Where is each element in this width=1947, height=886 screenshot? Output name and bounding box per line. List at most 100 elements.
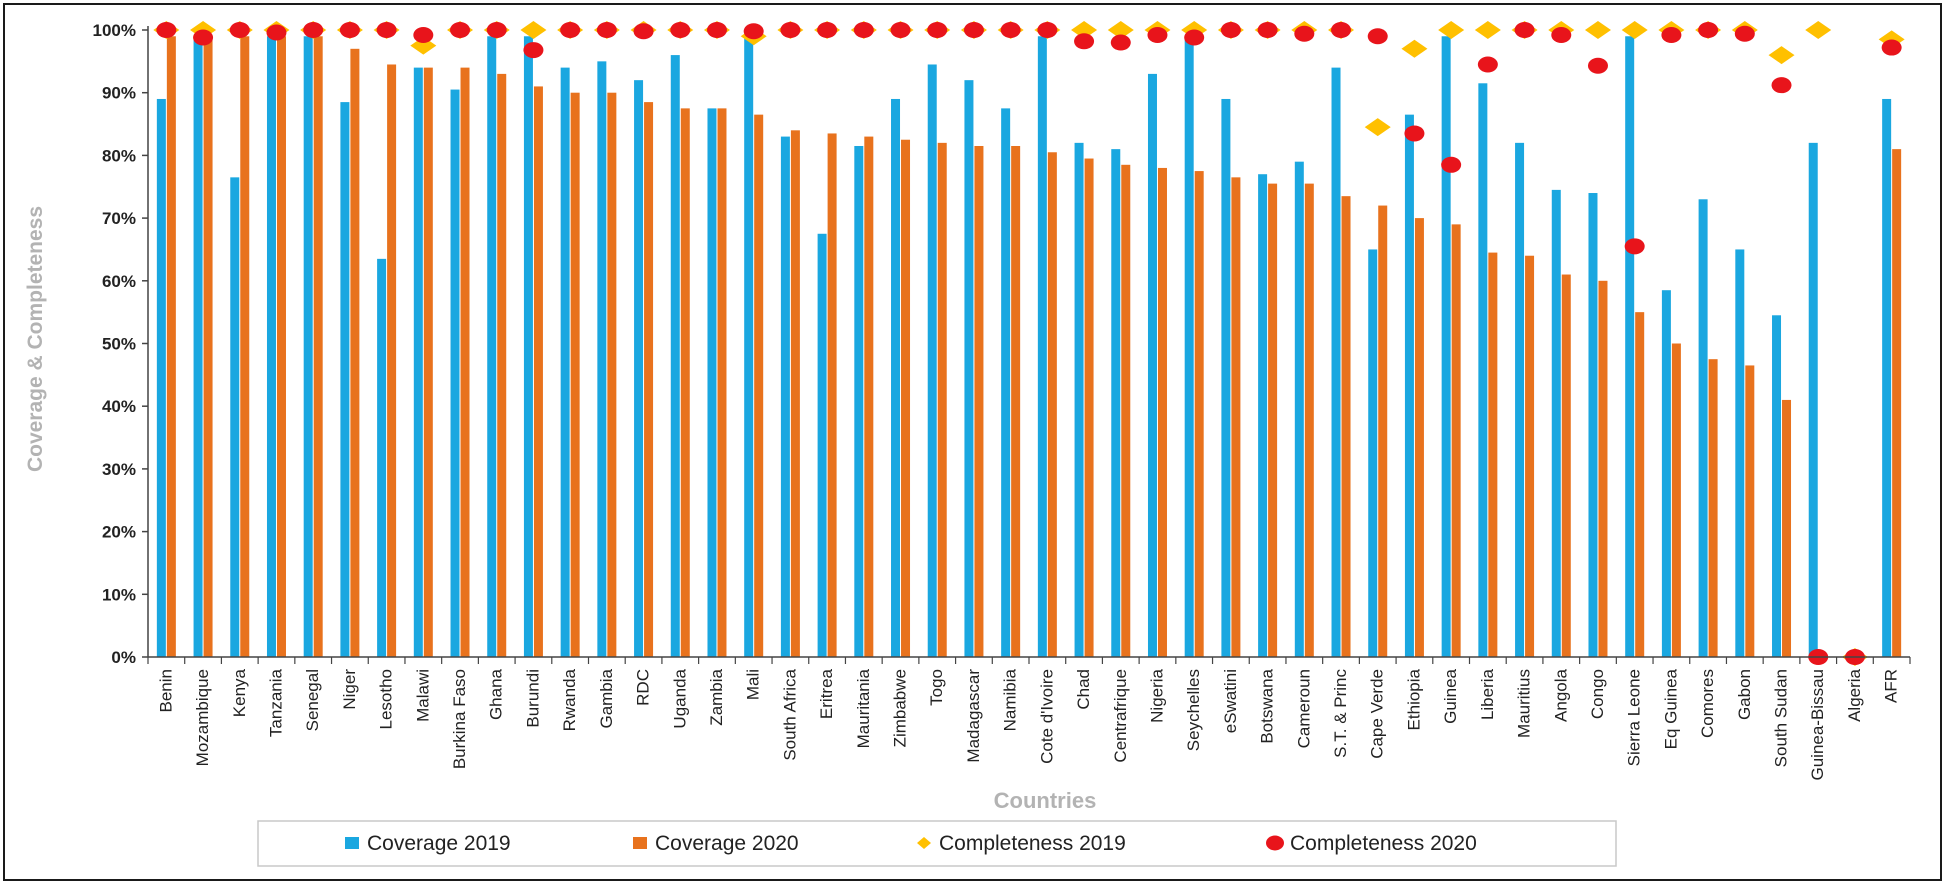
legend: Coverage 2019 Coverage 2020 Completeness 2… xyxy=(257,820,1617,867)
x-tick-label: Uganda xyxy=(670,668,689,728)
x-tick-label: Algeria xyxy=(1845,668,1864,721)
x-tick-label: Burundi xyxy=(523,669,542,728)
bar-coverage-2019 xyxy=(1147,73,1157,657)
marker-completeness-2020 xyxy=(1661,27,1682,44)
marker-completeness-2020 xyxy=(1734,25,1755,42)
marker-completeness-2020 xyxy=(963,22,984,38)
bar-coverage-2019 xyxy=(817,233,827,657)
bar-coverage-2020 xyxy=(497,73,507,657)
marker-completeness-2020 xyxy=(486,22,507,38)
marker-completeness-2020 xyxy=(927,22,948,38)
marker-completeness-2019 xyxy=(1364,118,1391,137)
marker-completeness-2019 xyxy=(1584,21,1611,39)
marker-completeness-2020 xyxy=(780,22,801,38)
bar-coverage-2020 xyxy=(1194,171,1204,657)
bar-coverage-2019 xyxy=(1258,174,1268,657)
marker-completeness-2020 xyxy=(596,22,617,38)
x-tick-label: AFR xyxy=(1882,669,1901,703)
legend-swatch xyxy=(917,837,931,849)
marker-completeness-2020 xyxy=(743,23,764,40)
marker-completeness-2020 xyxy=(1000,22,1021,38)
bar-coverage-2019 xyxy=(1625,36,1635,657)
bar-coverage-2020 xyxy=(644,102,654,658)
x-tick-label: Tanzania xyxy=(266,668,285,737)
legend-box xyxy=(257,820,1617,867)
bar-coverage-2020 xyxy=(1341,196,1351,657)
x-tick-label: Senegal xyxy=(303,669,322,731)
marker-completeness-2020 xyxy=(413,27,434,44)
marker-completeness-2020 xyxy=(1074,33,1095,50)
bar-coverage-2019 xyxy=(1184,36,1194,657)
x-tick-label: Seychelles xyxy=(1184,669,1203,751)
x-tick-label: Zambia xyxy=(707,668,726,725)
chart-frame: 0% 10% 20% 30% 40% 50% 60% 70% 80% 90% 100% Benin M… xyxy=(3,3,1942,881)
bar-coverage-2020 xyxy=(1378,205,1388,657)
bar-coverage-2019 xyxy=(560,67,570,657)
bar-coverage-2019 xyxy=(780,136,790,658)
bar-coverage-2019 xyxy=(487,36,497,657)
bar-coverage-2019 xyxy=(597,61,607,658)
marker-completeness-2020 xyxy=(670,22,691,38)
bar-coverage-2020 xyxy=(1414,218,1424,657)
legend-label: Coverage 2019 xyxy=(367,832,511,855)
bar-coverage-2020 xyxy=(203,36,213,657)
marker-completeness-2020 xyxy=(1698,22,1719,38)
marker-completeness-2020 xyxy=(817,22,838,38)
x-tick-label: Nigeria xyxy=(1147,668,1166,722)
bar-coverage-2020 xyxy=(460,67,470,657)
x-tick-label: Guinea-Bissau xyxy=(1808,669,1827,781)
y-axis: 0% 10% 20% 30% 40% 50% 60% 70% 80% 90% 100% xyxy=(93,21,149,667)
bar-coverage-2019 xyxy=(964,80,974,657)
legend-swatch xyxy=(345,837,359,849)
bar-coverage-2020 xyxy=(1304,183,1314,658)
x-tick-label: Benin xyxy=(156,669,175,712)
bar-coverage-2020 xyxy=(1561,274,1571,657)
bar-coverage-2020 xyxy=(864,136,874,658)
y-tick-label: 100% xyxy=(93,21,136,40)
bar-coverage-2020 xyxy=(1745,365,1755,657)
x-axis-title: Countries xyxy=(994,788,1097,813)
y-tick-label: 30% xyxy=(102,460,136,479)
marker-completeness-2020 xyxy=(890,22,911,38)
bar-coverage-2019 xyxy=(1331,67,1341,657)
legend-label: Coverage 2020 xyxy=(655,832,799,855)
x-tick-label: South Africa xyxy=(780,668,799,760)
bar-coverage-2019 xyxy=(266,36,276,657)
bar-coverage-2020 xyxy=(1084,158,1094,657)
x-tick-label: Eritrea xyxy=(817,668,836,719)
x-tick-label: Eq Guinea xyxy=(1661,668,1680,749)
y-tick-label: 50% xyxy=(102,335,136,354)
y-tick-label: 70% xyxy=(102,209,136,228)
bar-coverage-2020 xyxy=(387,64,397,658)
x-tick-label: Gambia xyxy=(597,668,616,728)
marker-completeness-2020 xyxy=(1294,25,1315,42)
bar-coverage-2019 xyxy=(1698,199,1708,658)
marker-completeness-2020 xyxy=(523,42,544,59)
marker-completeness-2019 xyxy=(520,21,547,39)
bar-coverage-2020 xyxy=(1011,145,1021,657)
bar-coverage-2019 xyxy=(1404,114,1414,657)
bar-coverage-2019 xyxy=(1001,108,1011,657)
x-tick-label: Comores xyxy=(1698,669,1717,738)
marker-completeness-2020 xyxy=(1587,57,1608,74)
x-tick-label: Lesotho xyxy=(377,669,396,730)
marker-completeness-2020 xyxy=(1477,56,1498,73)
bar-coverage-2020 xyxy=(240,36,250,657)
bar-coverage-2019 xyxy=(1882,98,1892,658)
bar-coverage-2020 xyxy=(607,92,617,657)
marker-completeness-2020 xyxy=(1257,22,1278,38)
bar-coverage-2020 xyxy=(313,36,323,657)
marker-completeness-2019 xyxy=(1071,21,1098,39)
bar-coverage-2019 xyxy=(1551,189,1561,657)
bar-coverage-2019 xyxy=(927,64,937,658)
bar-coverage-2019 xyxy=(1037,36,1047,657)
bar-coverage-2020 xyxy=(1157,167,1167,657)
bar-coverage-2020 xyxy=(901,139,911,658)
y-tick-label: 10% xyxy=(102,585,136,604)
bar-coverage-2019 xyxy=(1808,142,1818,658)
x-tick-label: Ethiopia xyxy=(1404,668,1423,730)
x-axis: Benin Mozambique Kenya Tanzania Senegal Niger… xyxy=(147,656,1911,781)
bar-coverage-2020 xyxy=(350,48,360,658)
bar-coverage-2019 xyxy=(377,258,387,657)
bar-coverage-2020 xyxy=(423,67,433,657)
